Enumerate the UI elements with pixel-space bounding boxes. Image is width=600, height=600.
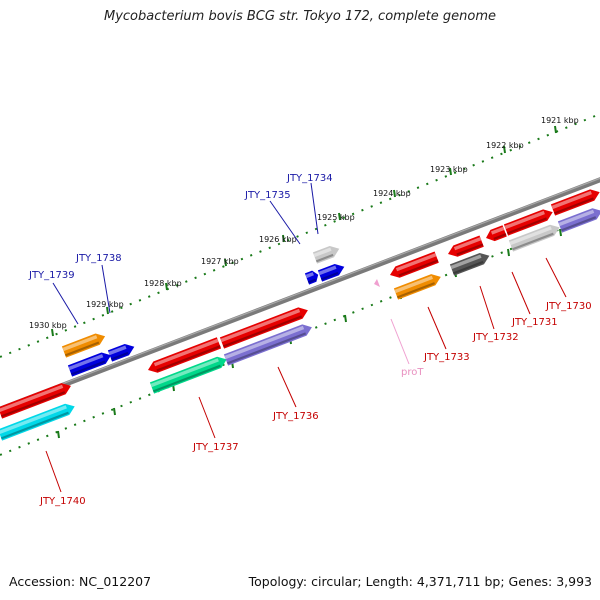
kbp-label-1929: 1929 kbp: [86, 300, 124, 309]
map-title: Mycobacterium bovis BCG str. Tokyo 172, …: [104, 9, 496, 24]
gene-arrow-jty-1739-highlight: [68, 354, 104, 371]
gene-label-jty-1733[interactable]: JTY_1733: [423, 352, 470, 363]
gene-arrow-jty-1736-lower-shadow: [226, 332, 307, 365]
gene-arrow-jty-1736-shadow: [222, 315, 303, 348]
leader-jty-1730: [545, 257, 567, 298]
gene-arrow-jty-1737-lower-shadow: [152, 364, 221, 393]
gene-label-jty-1735[interactable]: JTY_1735: [244, 190, 291, 201]
leader-jty-1739: [52, 282, 79, 325]
kbp-label-1923: 1923 kbp: [430, 165, 468, 174]
gene-arrow-jty-1731-shadow: [493, 233, 507, 240]
kbp-label-1921: 1921 kbp: [541, 116, 579, 125]
gene-arrow-1734-upper-highlight: [313, 247, 332, 258]
leader-jty-1735: [269, 200, 301, 245]
gene-arrow-jty-1738-shadow: [110, 351, 129, 361]
kbp-label-1930: 1930 kbp: [29, 321, 67, 330]
gene-arrow-jty-1732-lower-shadow: [452, 260, 484, 275]
promoter-label-prot[interactable]: proT: [401, 367, 424, 378]
gene-arrow-jty-1733-lower-shadow: [396, 282, 435, 299]
leader-jty-1731: [511, 271, 531, 315]
gene-label-jty-1730[interactable]: JTY_1730: [545, 301, 592, 312]
gene-arrow-jty-1732-shadow: [456, 243, 484, 256]
gene-arrow-jty-1733-lower-highlight: [394, 275, 434, 294]
gene-arrow-jty-1732-lower-highlight: [450, 254, 482, 270]
gene-arrow-jty-1740-lower-shadow: [0, 411, 69, 440]
gene-label-jty-1732[interactable]: JTY_1732: [472, 332, 519, 343]
gene-arrow-jty-1738-highlight: [108, 345, 127, 356]
genome-backbone: [0, 177, 600, 412]
top-major-ticks: [51, 125, 557, 337]
leader-jty-1732: [479, 285, 495, 330]
gene-label-jty-1739[interactable]: JTY_1739: [28, 270, 75, 281]
kbp-label-1924: 1924 kbp: [373, 189, 411, 198]
gene-arrow-jty-1739-upper-highlight: [62, 335, 98, 352]
gene-label-jty-1740[interactable]: JTY_1740: [39, 496, 86, 507]
gene-arrow-jty-1730-highlight: [551, 190, 592, 210]
gene-arrow-jty-1736-lower-highlight: [224, 325, 305, 360]
leader-jty-1740: [45, 450, 62, 493]
gene-arrow-jty-1731b-highlight: [504, 210, 545, 230]
gene-arrow-jty-1736-highlight: [220, 308, 301, 343]
gene-label-jty-1738[interactable]: JTY_1738: [75, 253, 122, 264]
leader-jty-1737: [198, 396, 216, 439]
gene-arrow-jty-1740-shadow: [0, 391, 66, 418]
gene-arrow-jty-1731b-shadow: [506, 217, 547, 235]
gene-arrow-jty-1739-upper-shadow: [64, 341, 100, 357]
kbp-label-1928: 1928 kbp: [144, 279, 182, 288]
gene-label-jty-1734[interactable]: JTY_1734: [286, 173, 333, 184]
accession-text: Accession: NC_012207: [9, 574, 152, 589]
leader-jty-1738: [101, 264, 111, 314]
gene-arrow-jty-1737-lower-highlight: [150, 358, 219, 388]
gene-features: [0, 189, 600, 441]
gene-label-jty-1736[interactable]: JTY_1736: [272, 411, 319, 422]
leader-prot: [390, 318, 410, 365]
gene-arrow-1734-upper-shadow: [315, 253, 334, 263]
gene-label-jty-1737[interactable]: JTY_1737: [192, 442, 239, 453]
gene-arrow-jty-1737-highlight: [153, 338, 219, 367]
kbp-label-1925: 1925 kbp: [317, 213, 355, 222]
gene-arrow-jty-1730-lower-highlight: [558, 209, 595, 227]
genome-summary-text: Topology: circular; Length: 4,371,711 bp…: [248, 574, 592, 589]
kbp-label-1922: 1922 kbp: [486, 141, 524, 150]
gene-arrow-jty-1735-highlight: [305, 272, 314, 279]
gene-label-jty-1731[interactable]: JTY_1731: [511, 317, 558, 328]
gene-arrow-jty-1731-highlight: [490, 226, 505, 235]
gene-arrow-jty-1732-highlight: [453, 237, 482, 251]
gene-arrow-jty-1730-shadow: [553, 197, 594, 215]
gene-arrow-jty-1731-lower-shadow: [511, 232, 554, 251]
gene-arrow-jty-1733-highlight: [395, 253, 437, 272]
promoter-marker-prot[interactable]: [374, 279, 380, 287]
gene-arrow-jty-1731-lower-highlight: [509, 226, 552, 246]
gene-arrow-jty-1737-shadow: [156, 345, 221, 372]
gene-arrow-jty-1740-lower-highlight: [0, 405, 67, 434]
gene-arrow-jty-1739-shadow: [70, 360, 106, 376]
leader-jty-1734: [310, 182, 319, 235]
genome-backbone-highlight: [0, 177, 600, 409]
kbp-label-1926: 1926 kbp: [259, 235, 297, 244]
gene-arrow-jty-1730-lower-shadow: [560, 216, 597, 232]
leader-jty-1736: [277, 366, 297, 408]
gene-arrow-jty-1734-highlight: [318, 265, 337, 276]
leader-jty-1733: [427, 306, 447, 350]
gene-arrow-jty-1734-shadow: [320, 271, 339, 281]
kbp-label-1927: 1927 kbp: [201, 257, 239, 266]
top-tick-track: [0, 113, 600, 358]
gene-leader-lines: [45, 182, 567, 493]
gene-arrow-jty-1740-highlight: [0, 384, 64, 412]
gene-arrow-jty-1735-shadow: [307, 278, 316, 284]
gene-arrow-jty-1733-shadow: [398, 259, 439, 277]
